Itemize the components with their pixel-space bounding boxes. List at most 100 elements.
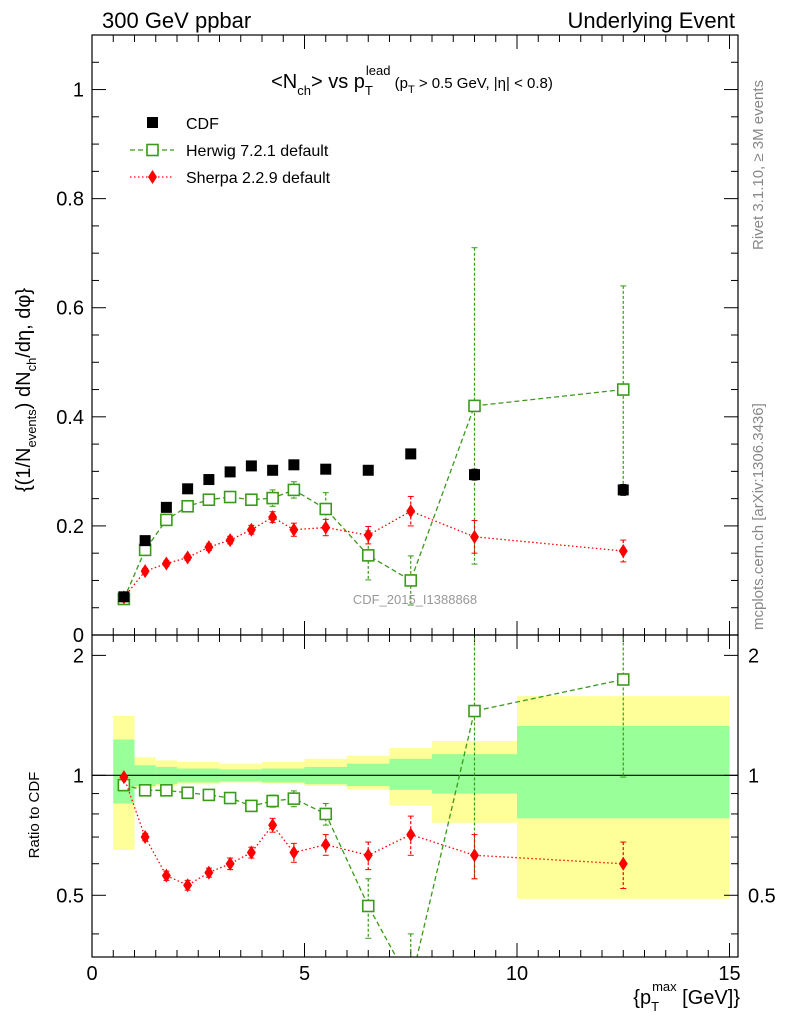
main-point-sherpa [363, 528, 373, 543]
main-plot-marks [117, 247, 630, 606]
legend-label-sherpa: Sherpa 2.2.9 default [186, 170, 331, 187]
ratio-y-tick-label-right: 2 [748, 645, 759, 667]
main-point-sherpa [470, 529, 479, 544]
main-point-sherpa [246, 522, 256, 537]
main-point-herwig [202, 493, 216, 507]
main-point-sherpa [161, 556, 171, 571]
ratio-line-sherpa [123, 776, 624, 886]
analysis-watermark: CDF_2015_I1388868 [353, 592, 477, 607]
ratio-point-herwig [245, 799, 258, 813]
ratio-point-herwig [223, 791, 237, 805]
ratio-plot-marks [117, 635, 630, 957]
main-y-tick-label: 0 [73, 625, 84, 647]
ratio-point-herwig [160, 784, 173, 797]
ratio-point-sherpa [225, 856, 235, 871]
main-y-tick-label: 0.6 [56, 298, 84, 320]
ratio-point-sherpa [140, 830, 150, 845]
main-point-herwig [319, 502, 333, 516]
main-point-herwig [245, 493, 258, 507]
mcplots-label: mcplots.cern.ch [arXiv:1306.3436] [750, 403, 767, 630]
ratio-point-sherpa [618, 856, 628, 871]
ratio-y-tick-label-left: 1 [73, 765, 84, 787]
main-y-tick-label: 0.4 [56, 407, 84, 429]
main-line-sherpa [123, 510, 624, 598]
main-point-herwig [468, 399, 481, 413]
ratio-point-sherpa [321, 837, 331, 852]
legend-marker-sherpa [148, 170, 157, 184]
ratio-point-sherpa [470, 848, 479, 863]
main-y-tick-label: 0.2 [56, 516, 84, 538]
main-point-sherpa [321, 520, 331, 535]
main-point-sherpa [183, 550, 193, 565]
main-point-herwig [361, 549, 375, 562]
main-point-sherpa [618, 544, 628, 558]
ratio-point-sherpa [289, 845, 299, 860]
main-point-cdf [160, 501, 172, 513]
ratio-point-herwig [181, 786, 194, 800]
main-point-cdf [405, 448, 417, 460]
ratio-y-tick-label-left: 2 [73, 645, 84, 667]
main-point-cdf [245, 460, 257, 472]
x-tick-label: 0 [86, 963, 97, 985]
ratio-point-herwig [202, 788, 216, 802]
ratio-y-tick-label-right: 0.5 [748, 885, 776, 907]
ratio-band-inner [389, 758, 432, 790]
main-axes: 0 0.2 0.4 0.6 0.8 1 [56, 34, 738, 647]
main-point-cdf [362, 464, 374, 476]
legend-marker-herwig [146, 143, 159, 157]
main-point-cdf [288, 459, 300, 471]
main-point-herwig [181, 499, 194, 513]
main-point-sherpa [268, 510, 278, 525]
ratio-point-sherpa [161, 868, 171, 883]
main-point-herwig [287, 483, 301, 497]
main-point-herwig [266, 491, 279, 505]
ratio-point-sherpa [183, 878, 193, 893]
main-y-tick-label: 0.8 [56, 189, 84, 211]
ratio-point-herwig [138, 784, 152, 797]
ratio-band-inner [517, 725, 730, 819]
rivet-label: Rivet 3.1.10, ≥ 3M events [750, 80, 767, 250]
ratio-point-herwig [319, 807, 333, 821]
main-point-cdf [617, 484, 629, 496]
ratio-point-sherpa [204, 865, 214, 880]
main-point-sherpa [406, 504, 416, 519]
ratio-point-sherpa [363, 848, 373, 863]
legend-marker-cdf [147, 117, 158, 128]
x-tick-label: 15 [718, 963, 740, 985]
main-point-herwig [160, 513, 173, 527]
ratio-point-sherpa [246, 845, 256, 860]
main-point-herwig [616, 383, 630, 396]
main-point-herwig [404, 574, 418, 587]
header-right: Underlying Event [567, 8, 735, 33]
main-point-cdf [139, 535, 151, 547]
legend: CDF Herwig 7.2.1 default Sherpa 2.2.9 de… [130, 116, 331, 187]
main-point-sherpa [140, 564, 150, 579]
main-point-cdf [469, 469, 480, 481]
main-point-sherpa [204, 540, 214, 555]
main-point-cdf [182, 483, 194, 495]
main-point-cdf [320, 463, 332, 475]
main-point-cdf [203, 474, 215, 486]
main-y-axis-label: {(1/Nevents) dNch/dη, dφ} [13, 288, 39, 492]
x-tick-label: 10 [506, 963, 528, 985]
ratio-point-herwig [616, 673, 630, 686]
main-point-sherpa [225, 533, 235, 548]
ratio-y-tick-label-right: 1 [748, 765, 759, 787]
ratio-frame [91, 634, 739, 958]
main-y-tick-label: 1 [73, 80, 84, 102]
main-point-cdf [224, 466, 236, 478]
ratio-y-tick-label-left: 0.5 [56, 885, 84, 907]
ratio-point-sherpa [119, 770, 129, 785]
ratio-point-sherpa [268, 818, 278, 833]
main-point-herwig [223, 490, 237, 504]
main-point-cdf [118, 591, 130, 603]
header-left: 300 GeV ppbar [102, 8, 251, 33]
ratio-point-herwig [361, 899, 375, 913]
ratio-y-axis-label: Ratio to CDF [26, 772, 43, 859]
x-tick-label: 5 [299, 963, 310, 985]
legend-label-cdf: CDF [186, 116, 219, 133]
ratio-point-herwig [468, 704, 481, 718]
ratio-point-herwig [287, 792, 301, 805]
ratio-point-sherpa [406, 827, 416, 842]
